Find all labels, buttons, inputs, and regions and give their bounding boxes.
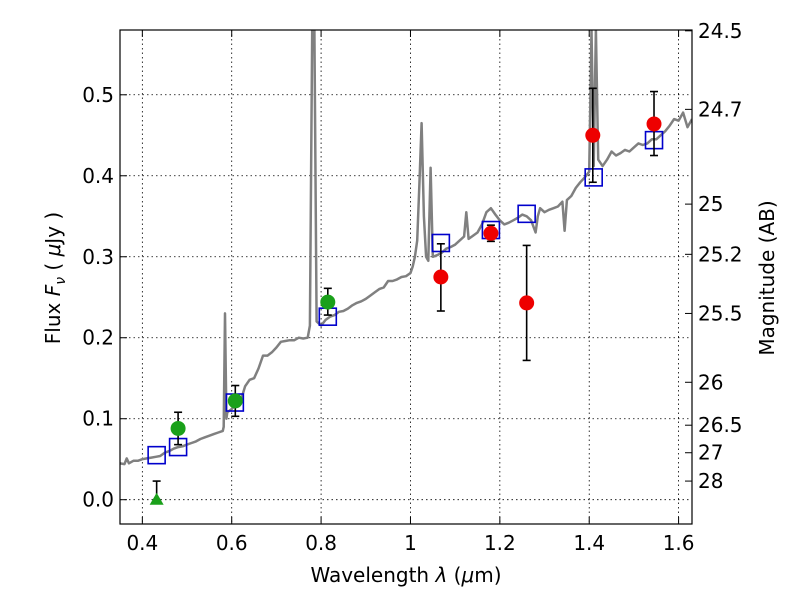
x-tick-label: 0.6 [216, 531, 248, 555]
y2-tick-label: 28 [698, 469, 723, 493]
observed-point [227, 393, 243, 409]
y2-tick-label: 24.7 [698, 97, 743, 121]
y-tick-label: 0.4 [82, 164, 114, 188]
y2-tick-label: 25.5 [698, 301, 743, 325]
y2-tick-label: 26 [698, 370, 723, 394]
y2-tick-label: 25 [698, 192, 723, 216]
model-photometry-square [584, 168, 603, 187]
y-tick-label: 0.2 [82, 326, 114, 350]
y2-axis-label: Magnitude (AB) [755, 200, 779, 355]
y-axis-label: Flux Fν ( μJy ) [41, 212, 69, 344]
tick-labels: 0.4 0.6 0.8 1 1.2 1.4 1.6 0.0 0.1 0.2 0.3 0.4 0.5 24.… [82, 19, 742, 555]
y2-tick-label: 25.2 [698, 242, 743, 266]
axis-ticks [120, 30, 692, 524]
y-tick-label: 0.3 [82, 245, 114, 269]
observed-point [585, 127, 601, 143]
observed-point [433, 269, 449, 285]
observed-point [320, 294, 336, 310]
model-photometry-square [517, 204, 536, 224]
y-tick-label: 0.5 [82, 83, 114, 107]
observed-point [483, 225, 499, 241]
observed-point [646, 116, 662, 132]
y2-tick-label: 26.5 [698, 413, 743, 437]
x-tick-label: 0.8 [305, 531, 337, 555]
x-tick-label: 1 [404, 531, 417, 555]
y2-tick-label: 24.5 [698, 19, 743, 43]
x-tick-label: 1.2 [484, 531, 516, 555]
x-tick-label: 1.6 [663, 531, 695, 555]
x-axis-label: Wavelength λ (μm) [310, 563, 501, 587]
model-spectrum-line [120, 30, 692, 466]
spectrum-layer [120, 30, 692, 466]
x-tick-label: 1.4 [573, 531, 605, 555]
error-bars [152, 87, 659, 501]
y2-tick-label: 27 [698, 441, 723, 465]
upper-limit-point [149, 492, 164, 505]
model-photometry-square [147, 445, 166, 465]
observed-point [519, 295, 535, 311]
plot-frame [119, 29, 693, 525]
y-tick-label: 0.1 [82, 407, 114, 431]
y-tick-label: 0.0 [82, 488, 114, 512]
observed-points [149, 116, 662, 505]
x-tick-label: 0.4 [126, 531, 158, 555]
observed-point [170, 420, 186, 436]
